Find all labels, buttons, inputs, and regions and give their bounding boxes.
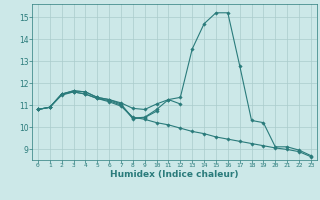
- X-axis label: Humidex (Indice chaleur): Humidex (Indice chaleur): [110, 170, 239, 179]
